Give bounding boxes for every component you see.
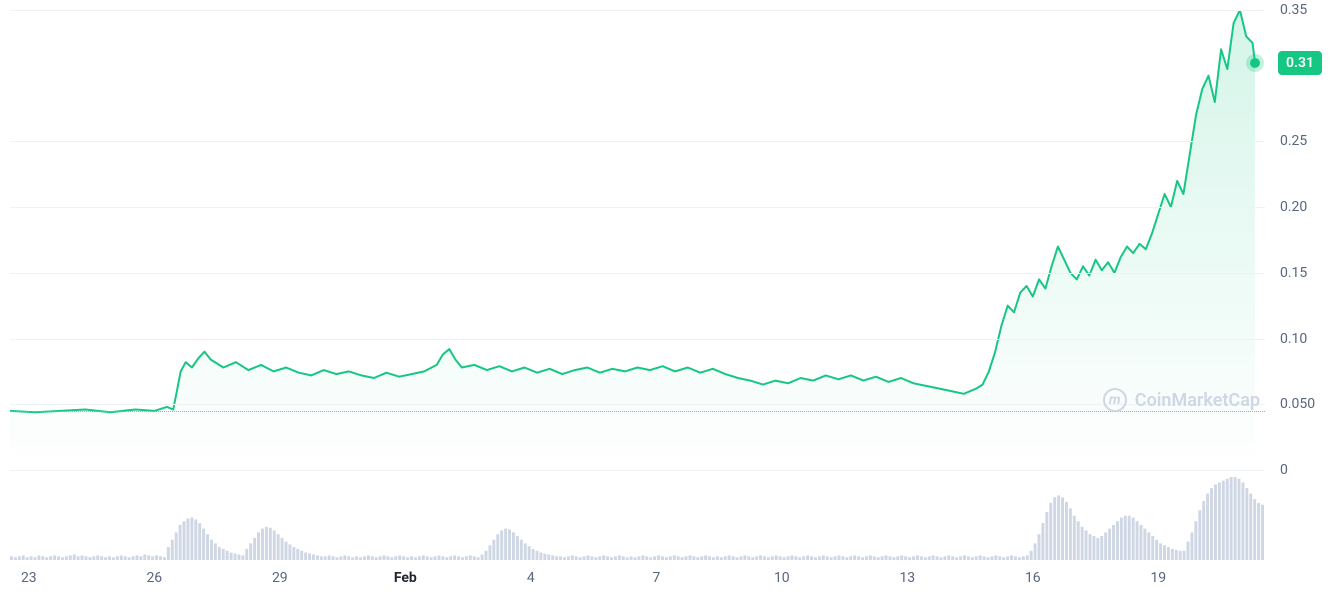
price-plot-area[interactable] — [10, 10, 1265, 470]
gridline — [10, 404, 1265, 405]
volume-bars-svg — [10, 475, 1265, 560]
x-axis-label: 7 — [652, 570, 660, 586]
gridline — [10, 10, 1265, 11]
y-axis-label: 0.20 — [1280, 199, 1307, 215]
x-axis-label: 16 — [1025, 570, 1041, 586]
y-axis-label: 0.35 — [1280, 2, 1307, 18]
y-axis-label: 0.050 — [1280, 396, 1315, 412]
gridline — [10, 207, 1265, 208]
x-axis-label: 10 — [774, 570, 790, 586]
price-line-svg — [10, 10, 1265, 470]
x-axis-label: 4 — [527, 570, 535, 586]
x-axis-label: 13 — [899, 570, 915, 586]
gridline — [10, 470, 1265, 471]
x-axis-label: 26 — [146, 570, 162, 586]
y-axis-label: 0.15 — [1280, 265, 1307, 281]
y-axis-label: 0 — [1280, 462, 1288, 478]
gridline — [10, 141, 1265, 142]
gridline — [10, 273, 1265, 274]
x-axis-label: Feb — [394, 570, 417, 586]
x-axis-label: 23 — [21, 570, 37, 586]
start-price-reference-line — [10, 411, 1265, 412]
x-axis-label: 19 — [1150, 570, 1166, 586]
volume-bars-area[interactable] — [10, 475, 1265, 560]
y-axis-label: 0.10 — [1280, 331, 1307, 347]
current-price-badge: 0.31 — [1278, 51, 1322, 75]
y-axis-label: 0.25 — [1280, 133, 1307, 149]
price-chart[interactable]: 0 0.050 0.10 0.15 0.20 0.25 0.35 23 26 29 Feb 4 7 10… — [0, 0, 1335, 600]
current-price-value: 0.31 — [1286, 55, 1314, 71]
gridline — [10, 339, 1265, 340]
current-price-dot — [1250, 58, 1260, 68]
x-axis-label: 29 — [272, 570, 288, 586]
